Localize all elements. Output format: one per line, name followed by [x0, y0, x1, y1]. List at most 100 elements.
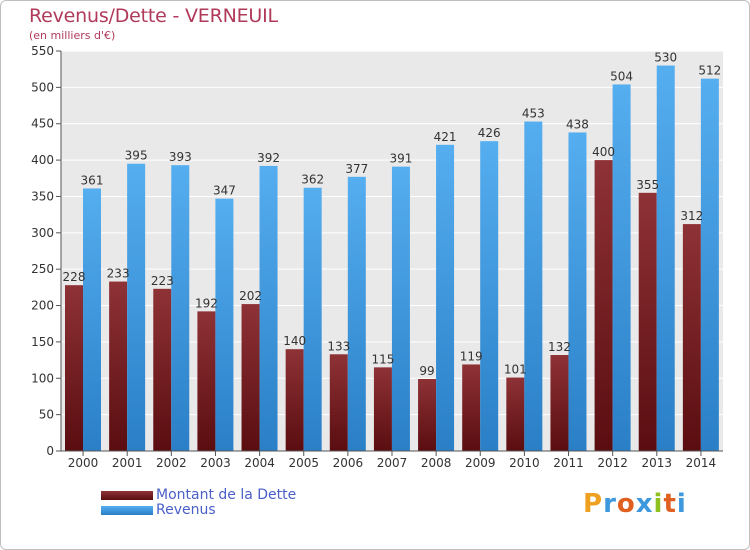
logo-letter: r — [603, 489, 617, 519]
x-tick-label: 2005 — [288, 456, 319, 470]
bar-dette — [329, 354, 348, 451]
bar-dette — [109, 281, 128, 451]
data-label-dette: 101 — [504, 363, 527, 377]
bar-dette — [373, 367, 392, 451]
x-tick-label: 2011 — [553, 456, 584, 470]
y-tick-label: 250 — [31, 262, 54, 276]
x-tick-label: 2001 — [112, 456, 143, 470]
data-label-revenus: 438 — [566, 117, 589, 131]
x-tick-label: 2003 — [200, 456, 231, 470]
bar-revenus — [127, 163, 146, 451]
bar-revenus — [215, 198, 234, 451]
data-label-dette: 355 — [636, 178, 659, 192]
data-label-dette: 140 — [283, 334, 306, 348]
y-tick-label: 50 — [39, 408, 54, 422]
y-tick-label: 550 — [31, 44, 54, 58]
legend-item-revenus: Revenus — [101, 502, 216, 518]
data-label-revenus: 530 — [654, 51, 677, 65]
y-tick-label: 300 — [31, 226, 54, 240]
data-label-revenus: 362 — [301, 173, 324, 187]
data-label-dette: 228 — [63, 270, 86, 284]
bar-dette — [197, 311, 216, 451]
x-tick-label: 2014 — [686, 456, 717, 470]
bar-dette — [285, 349, 304, 451]
chart-title: Revenus/Dette - VERNEUIL — [29, 5, 278, 27]
bar-revenus — [391, 166, 410, 452]
proxiti-logo: Proxiti — [583, 489, 687, 519]
bar-revenus — [612, 84, 631, 452]
x-tick-label: 2007 — [377, 456, 408, 470]
data-label-dette: 132 — [548, 340, 571, 354]
data-label-revenus: 426 — [478, 126, 501, 140]
data-label-dette: 312 — [680, 209, 703, 223]
x-tick-label: 2008 — [421, 456, 452, 470]
bar-dette — [462, 364, 481, 451]
legend-item-dette: Montant de la Dette — [101, 487, 296, 503]
chart-subtitle: (en milliers d'€) — [29, 29, 116, 42]
data-label-revenus: 347 — [213, 184, 236, 198]
data-label-dette: 202 — [239, 289, 262, 303]
x-tick-label: 2000 — [68, 456, 99, 470]
bar-revenus — [303, 187, 322, 451]
bar-dette — [638, 192, 657, 451]
data-label-dette: 99 — [419, 364, 434, 378]
bar-revenus — [83, 188, 101, 452]
data-label-revenus: 395 — [125, 149, 148, 163]
legend-label-revenus: Revenus — [156, 502, 216, 518]
bar-revenus — [436, 144, 455, 451]
data-label-dette: 119 — [460, 349, 483, 363]
y-tick-label: 0 — [46, 444, 54, 458]
x-tick-label: 2012 — [597, 456, 628, 470]
data-label-revenus: 361 — [81, 173, 104, 187]
y-tick-label: 500 — [31, 80, 54, 94]
y-tick-label: 450 — [31, 117, 54, 131]
data-label-revenus: 377 — [345, 162, 368, 176]
data-label-dette: 223 — [151, 274, 174, 288]
x-tick-label: 2004 — [244, 456, 275, 470]
bar-dette — [65, 285, 83, 451]
x-tick-label: 2010 — [509, 456, 540, 470]
y-tick-label: 400 — [31, 153, 54, 167]
bar-revenus — [700, 78, 719, 452]
bar-dette — [241, 304, 260, 451]
x-tick-label: 2009 — [465, 456, 496, 470]
x-tick-label: 2006 — [333, 456, 364, 470]
y-tick-label: 200 — [31, 299, 54, 313]
logo-letter: i — [676, 489, 687, 519]
data-label-revenus: 393 — [169, 150, 192, 164]
bar-dette — [418, 379, 437, 451]
data-label-revenus: 421 — [434, 130, 457, 144]
logo-letter: x — [635, 489, 654, 519]
data-label-revenus: 391 — [389, 152, 412, 166]
logo-letter: o — [616, 489, 636, 519]
data-label-revenus: 453 — [522, 107, 545, 121]
bar-revenus — [259, 165, 278, 451]
y-tick-label: 350 — [31, 189, 54, 203]
data-label-dette: 192 — [195, 296, 218, 310]
x-tick-label: 2013 — [642, 456, 673, 470]
data-label-revenus: 392 — [257, 151, 280, 165]
logo-letter: t — [663, 489, 677, 519]
bar-revenus — [171, 165, 190, 451]
data-label-dette: 115 — [371, 352, 394, 366]
bar-dette — [594, 160, 613, 451]
data-label-dette: 400 — [592, 145, 615, 159]
logo-letter: P — [583, 489, 604, 519]
bar-dette — [682, 224, 701, 451]
bar-revenus — [347, 176, 366, 451]
bar-dette — [506, 377, 525, 451]
bar-revenus — [568, 132, 587, 452]
x-tick-label: 2002 — [156, 456, 187, 470]
data-label-revenus: 504 — [610, 69, 633, 83]
y-tick-label: 100 — [31, 371, 54, 385]
data-label-dette: 133 — [327, 339, 350, 353]
data-label-revenus: 512 — [698, 64, 721, 78]
bar-dette — [153, 288, 172, 451]
logo-letter: i — [653, 489, 664, 519]
legend-swatch-revenus — [101, 505, 153, 515]
bar-dette — [550, 355, 569, 451]
data-label-dette: 233 — [107, 267, 130, 281]
y-tick-label: 150 — [31, 335, 54, 349]
